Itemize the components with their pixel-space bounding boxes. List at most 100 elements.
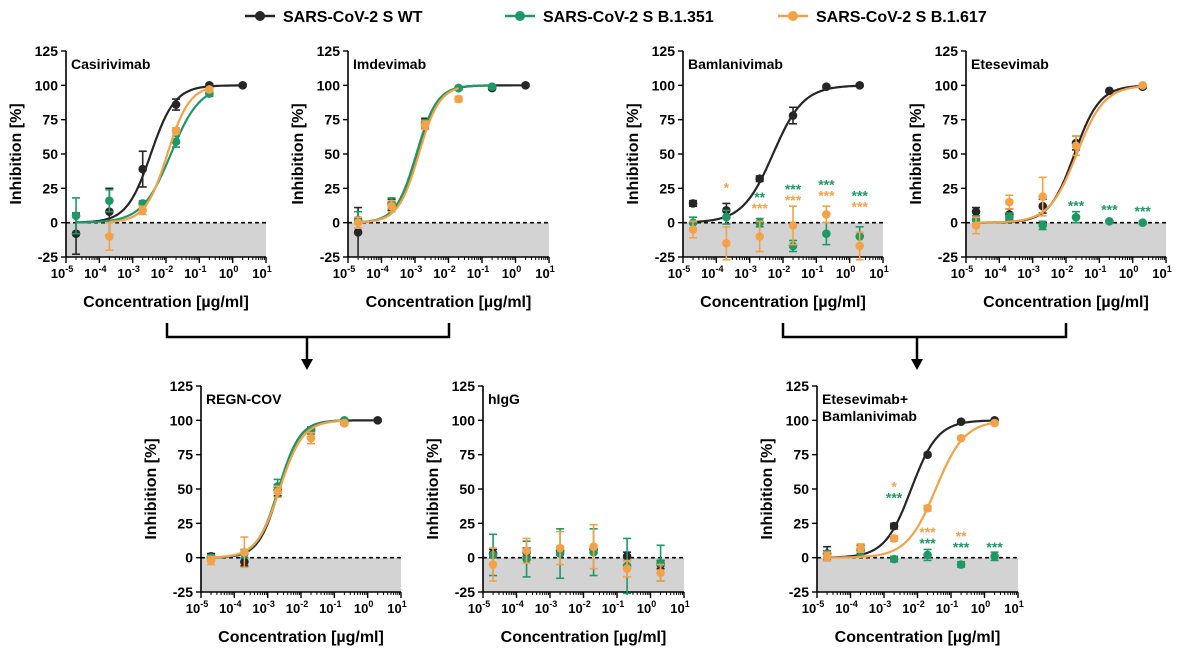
x-axis-label: Concentration [µg/ml]: [700, 294, 866, 311]
y-tick-label: 100: [935, 77, 959, 93]
significance-label: **: [956, 528, 967, 544]
y-tick-label: -25: [320, 249, 340, 265]
chart-panel: -25 0 25 50 75 100 125 10-5 10-4 10-3 10-2 10-1 100 1…: [143, 378, 407, 646]
data-point: [855, 241, 865, 251]
y-axis-label: Inhibition [%]: [8, 103, 25, 204]
y-axis-label: Inhibition [%]: [759, 438, 776, 539]
significance-label: ***: [986, 539, 1003, 555]
x-tick-label: 10-5: [51, 264, 73, 281]
data-point: [722, 238, 731, 248]
data-point: [788, 221, 798, 230]
y-tick-label: 50: [177, 481, 193, 497]
y-tick-label: 50: [324, 146, 340, 162]
x-tick-label: 10-2: [768, 264, 790, 281]
x-tick-label: 10-3: [117, 264, 139, 281]
fit-curve: [358, 84, 526, 224]
chart-panel: -25 0 25 50 75 100 125 10-5 10-4 10-3 10-2 10-1 100 1…: [425, 378, 690, 646]
significance-label: *: [891, 479, 897, 495]
x-tick-label: 10-4: [219, 599, 241, 616]
x-tick-label: 10-4: [501, 599, 523, 616]
x-tick-label: 10-4: [984, 264, 1006, 281]
x-tick-label: 10-5: [802, 599, 824, 616]
fit-curve: [693, 84, 860, 223]
significance-label: ***: [852, 188, 869, 204]
x-axis-label: Concentration [µg/ml]: [83, 294, 249, 311]
data-point: [722, 212, 731, 222]
x-tick-label: 10-3: [1017, 264, 1039, 281]
y-tick-label: 50: [793, 481, 809, 497]
data-point: [1105, 216, 1114, 226]
fit-curve: [109, 87, 210, 223]
y-axis-label: Inhibition [%]: [143, 438, 160, 539]
legend-entry: SARS-CoV-2 S B.1.617: [778, 9, 987, 26]
data-series: [353, 87, 463, 229]
y-tick-label: 25: [177, 515, 193, 531]
arrow-head: [301, 359, 313, 370]
y-tick-label: -25: [789, 584, 809, 600]
data-point: [688, 199, 698, 208]
y-tick-label: 125: [786, 378, 810, 394]
legend-marker: [255, 11, 265, 21]
panel-title: Etesevimab+: [822, 391, 908, 407]
data-point: [889, 554, 899, 564]
data-point: [990, 418, 999, 428]
data-series: [688, 81, 865, 223]
data-point: [822, 210, 831, 219]
x-tick-label: 10-3: [400, 264, 422, 281]
x-tick-label: 10-3: [734, 264, 756, 281]
significance-label: ***: [852, 199, 869, 215]
x-axis-label: Concentration [µg/ml]: [218, 629, 384, 646]
data-point: [1105, 86, 1114, 96]
data-series: [822, 418, 999, 562]
significance-label: ***: [1101, 201, 1118, 217]
chart-panel: -25 0 25 50 75 100 125 10-5 10-4 10-3 10-2 10-1 100 1…: [908, 43, 1172, 311]
data-point: [488, 560, 498, 569]
significance-label: ***: [785, 181, 802, 197]
y-tick-label: 0: [667, 215, 675, 231]
connector-line: [165, 323, 451, 361]
connectors: [165, 323, 1068, 370]
data-point: [1038, 221, 1048, 230]
x-tick-label: 10-1: [184, 264, 206, 281]
data-point: [889, 521, 899, 531]
y-tick-label: 100: [35, 77, 59, 93]
negative-band: [201, 557, 401, 592]
y-tick-label: -25: [173, 584, 193, 600]
y-axis-label: Inhibition [%]: [908, 103, 925, 204]
x-axis-label: Concentration [µg/ml]: [366, 294, 532, 311]
data-point: [1038, 192, 1048, 201]
x-tick-label: 100: [219, 264, 238, 281]
fit-curve: [976, 85, 1143, 224]
y-tick-label: 125: [35, 43, 59, 59]
data-point: [171, 100, 181, 109]
y-tick-label: 75: [177, 447, 193, 463]
x-tick-label: 101: [535, 264, 554, 281]
data-series: [353, 82, 497, 229]
significance-label: ***: [1135, 203, 1152, 219]
connector-line: [781, 323, 1068, 361]
data-point: [1138, 81, 1148, 90]
data-point: [71, 211, 81, 221]
panel-title: Imdevimab: [353, 56, 426, 72]
data-point: [206, 556, 216, 565]
x-tick-label: 10-1: [319, 599, 341, 616]
data-point: [273, 487, 283, 497]
data-point: [105, 196, 114, 205]
y-tick-label: 25: [324, 180, 340, 196]
legend-label: SARS-CoV-2 S B.1.351: [543, 9, 714, 26]
data-point: [688, 225, 698, 234]
negative-band: [348, 222, 549, 257]
combination-connector: [165, 323, 451, 370]
y-tick-label: 75: [659, 112, 675, 128]
negative-band: [683, 222, 883, 257]
x-tick-label: 10-2: [1051, 264, 1073, 281]
y-tick-label: -25: [938, 249, 958, 265]
y-axis-label: Inhibition [%]: [290, 103, 307, 204]
y-tick-label: 75: [793, 447, 809, 463]
data-point: [822, 82, 831, 92]
panels: -25 0 25 50 75 100 125 10-5 10-4 10-3 10-2 10-1 100 1…: [8, 43, 1172, 646]
negative-band: [966, 222, 1166, 257]
data-point: [956, 417, 966, 427]
y-tick-label: 0: [467, 550, 475, 566]
data-point: [923, 503, 932, 513]
